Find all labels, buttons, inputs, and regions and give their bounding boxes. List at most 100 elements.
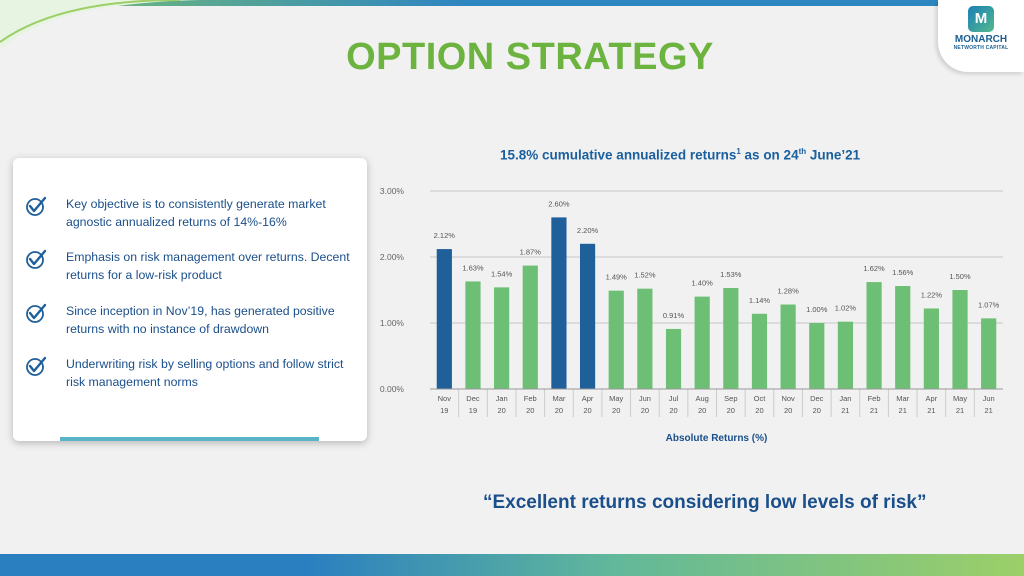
x-tick-year: 20 — [698, 406, 706, 415]
data-label: 1.14% — [749, 296, 771, 305]
bullet-item: Since inception in Nov’19, has generated… — [25, 303, 355, 338]
x-tick-month: Mar — [552, 394, 565, 403]
y-tick-label: 1.00% — [380, 318, 405, 328]
bar — [465, 281, 481, 389]
data-label: 1.87% — [520, 248, 542, 257]
y-tick-label: 2.00% — [380, 252, 405, 262]
top-swoosh-decoration — [0, 0, 200, 50]
x-tick-year: 20 — [526, 406, 534, 415]
chart-title-mid: as on 24 — [740, 147, 799, 163]
y-tick-label: 0.00% — [380, 384, 405, 394]
data-label: 2.20% — [577, 226, 599, 235]
x-tick-month: Jun — [639, 394, 651, 403]
x-tick-year: 19 — [440, 406, 448, 415]
x-tick-month: Apr — [582, 394, 594, 403]
bar — [637, 288, 653, 389]
bar — [866, 282, 882, 389]
x-tick-year: 21 — [841, 406, 849, 415]
x-tick-month: May — [953, 394, 967, 403]
data-label: 1.50% — [949, 272, 971, 281]
x-tick-month: May — [609, 394, 623, 403]
returns-bar-chart: 0.00% 1.00% 2.00% 3.00% 2.12% Nov 19 1.63% Dec 19… — [380, 186, 1003, 444]
bullet-item: Emphasis on risk management over returns… — [25, 249, 355, 284]
chart-title-footnote: 1 — [736, 147, 741, 156]
x-tick-year: 20 — [784, 406, 792, 415]
objectives-card: Key objective is to consistently generat… — [13, 158, 367, 441]
bar — [579, 243, 596, 389]
check-icon — [26, 196, 47, 216]
bullet-text: Underwriting risk by selling options and… — [66, 357, 344, 389]
card-accent-bar — [60, 437, 319, 441]
x-tick-year: 20 — [755, 406, 763, 415]
x-tick-month: Nov — [781, 394, 795, 403]
x-tick-month: Nov — [438, 394, 452, 403]
data-label: 1.22% — [921, 290, 943, 299]
x-tick-year: 20 — [583, 406, 591, 415]
data-label: 2.60% — [548, 199, 570, 208]
bar — [780, 304, 796, 389]
bar — [751, 313, 768, 389]
x-tick-month: Dec — [466, 394, 480, 403]
x-tick-month: Jul — [669, 394, 679, 403]
x-tick-year: 20 — [641, 406, 649, 415]
x-tick-month: Apr — [926, 394, 938, 403]
x-tick-month: Jan — [496, 394, 508, 403]
data-label: 1.40% — [692, 279, 714, 288]
chart-title: 15.8% cumulative annualized returns1 as … — [500, 147, 860, 163]
x-tick-month: Oct — [754, 394, 767, 403]
bar — [694, 296, 710, 389]
logo-subtitle: NETWORTH CAPITAL — [953, 45, 1009, 51]
bar — [608, 290, 624, 389]
x-tick-year: 20 — [555, 406, 563, 415]
x-tick-month: Jun — [983, 394, 995, 403]
bullet-text: Emphasis on risk management over returns… — [66, 250, 350, 282]
x-tick-month: Mar — [896, 394, 909, 403]
data-label: 1.00% — [806, 305, 828, 314]
quote-text: “Excellent returns considering low level… — [483, 492, 927, 513]
logo-mark: M — [968, 6, 994, 32]
y-tick-label: 3.00% — [380, 186, 405, 196]
data-label: 1.49% — [606, 273, 628, 282]
bar — [895, 286, 911, 389]
x-tick-year: 20 — [497, 406, 505, 415]
data-label: 2.12% — [434, 231, 456, 240]
x-tick-year: 21 — [899, 406, 907, 415]
bar — [809, 323, 825, 389]
x-tick-month: Aug — [695, 394, 708, 403]
x-tick-year: 20 — [669, 406, 677, 415]
x-tick-year: 20 — [813, 406, 821, 415]
logo-name: MONARCH — [954, 34, 1008, 45]
bar — [723, 288, 739, 389]
bar — [494, 287, 510, 389]
data-label: 1.52% — [634, 271, 656, 280]
bullet-text: Key objective is to consistently generat… — [66, 197, 326, 229]
bar — [436, 249, 452, 389]
data-label: 1.62% — [863, 264, 885, 273]
x-tick-year: 20 — [612, 406, 620, 415]
x-tick-year: 21 — [985, 406, 993, 415]
data-label: 1.07% — [978, 300, 1000, 309]
bar — [923, 308, 939, 389]
data-label: 0.91% — [663, 311, 685, 320]
top-accent-band — [0, 0, 1024, 6]
bar — [522, 265, 538, 389]
bottom-accent-band — [0, 554, 1024, 576]
page-title: OPTION STRATEGY — [346, 36, 714, 78]
x-tick-year: 20 — [727, 406, 735, 415]
x-tick-year: 21 — [956, 406, 964, 415]
data-label: 1.54% — [491, 269, 513, 278]
chart-title-main: 15.8% cumulative annualized returns — [500, 147, 737, 163]
data-label: 1.56% — [892, 268, 914, 277]
data-label: 1.53% — [720, 270, 742, 279]
x-tick-year: 19 — [469, 406, 477, 415]
bar — [665, 328, 682, 389]
bullet-item: Underwriting risk by selling options and… — [25, 356, 355, 391]
x-tick-month: Dec — [810, 394, 824, 403]
check-icon — [26, 249, 47, 269]
x-tick-month: Sep — [724, 394, 737, 403]
data-label: 1.28% — [777, 287, 799, 296]
bullet-item: Key objective is to consistently generat… — [25, 196, 355, 231]
company-logo: M MONARCH NETWORTH CAPITAL — [938, 0, 1024, 72]
check-icon — [26, 356, 47, 376]
data-label: 1.02% — [835, 304, 857, 313]
